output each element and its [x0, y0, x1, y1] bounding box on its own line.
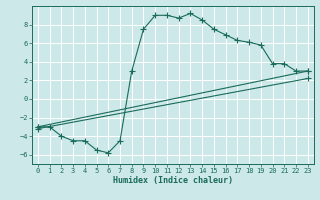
X-axis label: Humidex (Indice chaleur): Humidex (Indice chaleur): [113, 176, 233, 185]
